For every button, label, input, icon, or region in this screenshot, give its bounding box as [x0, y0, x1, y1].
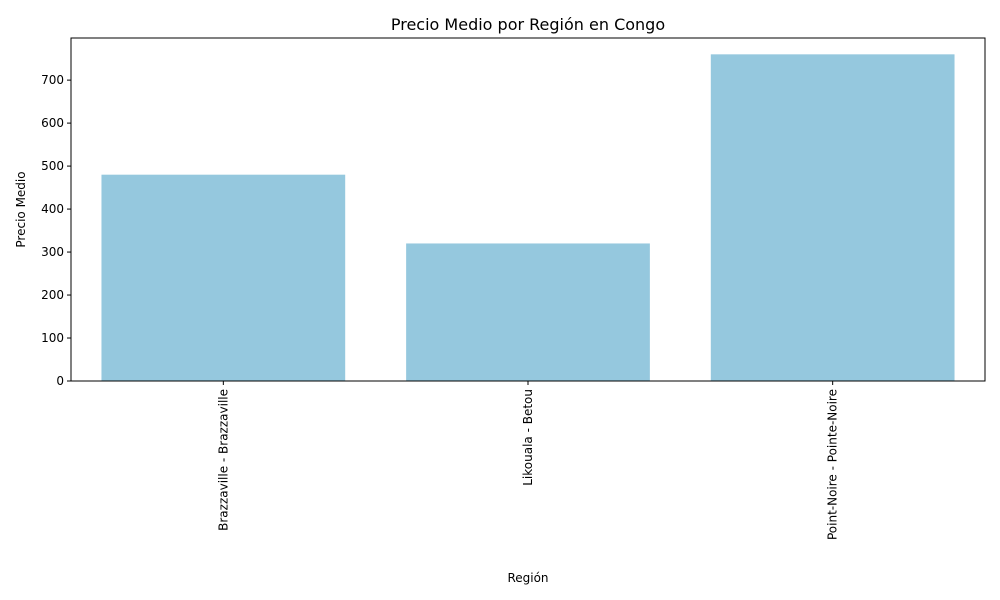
- chart-title: Precio Medio por Región en Congo: [391, 15, 665, 34]
- y-tick-label: 400: [41, 202, 64, 216]
- bar: [711, 54, 955, 381]
- y-tick-label: 0: [56, 374, 64, 388]
- x-axis-label: Región: [507, 571, 548, 585]
- y-tick-label: 100: [41, 331, 64, 345]
- x-tick-label: Point-Noire - Pointe-Noire: [826, 389, 840, 540]
- y-tick-label: 300: [41, 245, 64, 259]
- y-tick-label: 500: [41, 159, 64, 173]
- y-tick-label: 200: [41, 288, 64, 302]
- bar: [406, 243, 650, 381]
- y-tick-label: 700: [41, 73, 64, 87]
- bar: [101, 175, 345, 381]
- x-tick-label: Likouala - Betou: [521, 389, 535, 486]
- y-axis-label: Precio Medio: [14, 171, 28, 247]
- x-tick-label: Brazzaville - Brazzaville: [216, 389, 230, 531]
- y-tick-label: 600: [41, 116, 64, 130]
